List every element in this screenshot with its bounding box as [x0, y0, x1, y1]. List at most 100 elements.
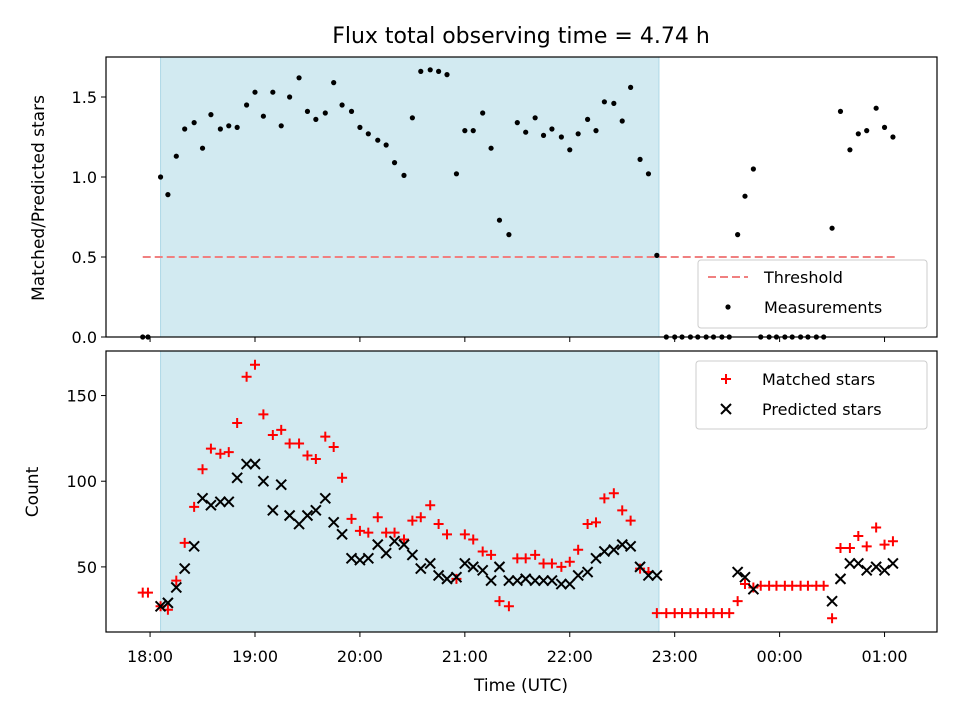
measurement-point — [401, 172, 407, 178]
predicted-star-point — [624, 540, 637, 553]
y-tick-label: 0.0 — [72, 328, 97, 347]
measurement-point — [593, 128, 599, 134]
matched-star-point — [328, 441, 339, 452]
predicted-star-point — [459, 557, 471, 570]
x-tick-label: 00:00 — [757, 647, 803, 666]
predicted-star-point — [878, 564, 891, 577]
measurement-point — [252, 89, 258, 95]
matched-star-point — [692, 608, 703, 619]
predicted-star-point — [336, 528, 348, 541]
matched-star-point — [608, 488, 619, 499]
matched-star-point — [844, 543, 855, 554]
matched-star-point — [381, 527, 392, 538]
measurement-point — [523, 129, 529, 135]
predicted-star-point — [860, 564, 873, 577]
legend-box — [697, 259, 928, 329]
x-tick-label: 18:00 — [127, 647, 173, 666]
predicted-star-point — [327, 516, 340, 529]
predicted-star-point — [511, 574, 524, 587]
predicted-star-point — [834, 573, 847, 585]
measurement-point — [191, 120, 197, 126]
predicted-star-point — [223, 496, 235, 508]
predicted-star-point — [205, 499, 217, 511]
measurement-point — [750, 166, 756, 172]
figure-title: Flux total observing time = 4.74 h — [332, 24, 710, 49]
measurement-point — [488, 145, 494, 151]
measurement-point — [165, 192, 171, 198]
measurement-point — [611, 100, 617, 106]
measurement-point — [742, 193, 748, 199]
measurement-point — [514, 120, 520, 126]
predicted-star-point — [310, 504, 322, 517]
predicted-star-point — [283, 509, 296, 522]
measurement-point — [453, 171, 460, 177]
predicted-star-point — [275, 478, 287, 491]
x-tick-label: 01:00 — [861, 647, 907, 666]
top-panel: Matched/Predicted stars 0.0 0.5 1.0 1.5 Thre… — [29, 56, 938, 347]
measurement-point — [157, 174, 164, 180]
matched-star-point — [468, 534, 479, 545]
matched-star-point — [818, 580, 829, 591]
matched-star-point — [215, 448, 226, 459]
measurement-point — [496, 217, 503, 223]
measurement-point — [637, 156, 643, 162]
predicted-star-point — [476, 564, 489, 577]
predicted-star-point — [467, 561, 479, 573]
measurement-point — [628, 84, 634, 90]
matched-star-point — [451, 573, 462, 584]
matched-star-point — [189, 501, 200, 512]
matched-star-point — [871, 522, 882, 533]
measurement-point — [540, 132, 547, 138]
measurement-point — [260, 113, 266, 119]
matched-star-point — [276, 424, 287, 435]
x-tick-label: 19:00 — [232, 647, 278, 666]
matched-star-point — [771, 580, 782, 591]
predicted-star-point — [529, 574, 541, 587]
matched-star-point — [787, 580, 798, 591]
predicted-star-point — [301, 509, 314, 522]
predicted-star-point — [406, 549, 419, 561]
matched-star-point — [459, 529, 470, 540]
axes-frame — [105, 56, 938, 338]
predicted-star-point — [887, 557, 899, 570]
x-tick-label: 23:00 — [652, 647, 698, 666]
measurement-point — [436, 68, 442, 74]
measurement-point — [182, 126, 188, 132]
matched-star-point — [538, 558, 549, 569]
matched-star-point — [724, 608, 735, 619]
matched-star-point — [564, 556, 575, 567]
matched-star-point — [337, 472, 348, 483]
predicted-star-point — [493, 561, 506, 573]
predicted-star-point — [249, 458, 261, 470]
measurement-point — [339, 102, 345, 108]
matched-star-point — [556, 561, 567, 572]
y-tick-label: 1.0 — [72, 168, 97, 187]
measurement-point — [322, 110, 328, 116]
matched-star-point — [232, 417, 243, 428]
predicted-star-point — [424, 557, 436, 570]
y-tick-label: 50 — [77, 558, 97, 577]
matched-star-point — [407, 515, 418, 526]
measurement-point — [873, 105, 879, 111]
predicted-star-point — [616, 538, 628, 551]
measurement-point — [391, 160, 398, 166]
matched-star-point — [302, 450, 313, 461]
matched-star-point — [241, 371, 252, 382]
predicted-star-point — [739, 571, 751, 583]
measurement-point — [234, 124, 240, 130]
matched-star-point — [590, 517, 601, 528]
matched-star-point — [363, 527, 374, 538]
predicted-star-point — [170, 581, 183, 594]
predicted-star-point — [214, 496, 227, 508]
matched-star-point — [835, 543, 846, 554]
matched-star-point — [310, 453, 321, 464]
measurement-point — [864, 128, 870, 134]
measurement-point — [585, 116, 591, 122]
predicted-star-point — [555, 578, 568, 590]
matched-star-point — [486, 549, 497, 560]
measurement-point — [532, 115, 538, 121]
measurement-point — [480, 110, 486, 116]
y-tick-label: 150 — [66, 387, 97, 406]
matched-star-point — [827, 613, 838, 624]
